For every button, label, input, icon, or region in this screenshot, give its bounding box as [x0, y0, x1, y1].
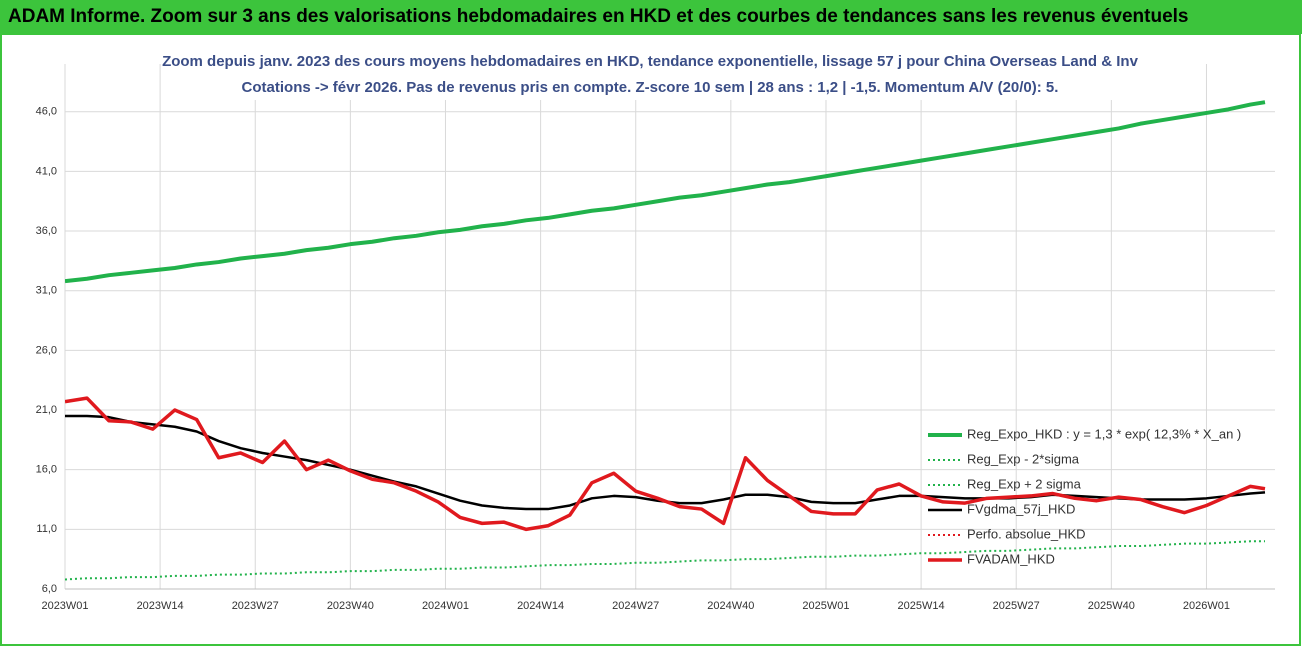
plot — [65, 100, 1266, 581]
legend: Reg_Expo_HKD : y = 1,3 * exp( 12,3% * X_… — [928, 426, 1241, 566]
legend-label: Reg_Exp - 2*sigma — [967, 451, 1080, 466]
x-tick-label: 2023W40 — [327, 600, 374, 612]
legend-label: Reg_Exp + 2 sigma — [967, 476, 1082, 491]
x-tick-label: 2023W01 — [41, 600, 88, 612]
legend-label: FVgdma_57j_HKD — [967, 501, 1075, 516]
x-tick-label: 2024W27 — [612, 600, 659, 612]
x-tick-label: 2025W01 — [802, 600, 849, 612]
y-tick-label: 6,0 — [42, 583, 57, 595]
y-tick-label: 11,0 — [36, 523, 57, 535]
y-tick-label: 26,0 — [36, 344, 57, 356]
x-tick-label: 2025W40 — [1088, 600, 1135, 612]
legend-label: Perfo. absolue_HKD — [967, 526, 1086, 541]
x-tick-label: 2024W40 — [707, 600, 754, 612]
x-tick-label: 2025W27 — [993, 600, 1040, 612]
y-tick-label: 16,0 — [36, 464, 57, 476]
chart-border — [0, 33, 1301, 646]
x-tick-label: 2025W14 — [898, 600, 945, 612]
chart-title: Zoom depuis janv. 2023 des cours moyens … — [162, 53, 1139, 70]
x-tick-label: 2024W01 — [422, 600, 469, 612]
y-tick-label: 41,0 — [36, 165, 57, 177]
grid: 6,0 11,0 16,0 21,0 26,0 31,0 36,0 41,0 46,0 2023W… — [36, 64, 1275, 612]
x-tick-label: 2026W01 — [1183, 600, 1230, 612]
x-tick-label: 2023W27 — [232, 600, 279, 612]
y-tick-label: 36,0 — [36, 225, 57, 237]
y-tick-label: 46,0 — [36, 106, 57, 118]
series-line — [65, 540, 1265, 581]
title-background — [175, 48, 1125, 100]
chart-subtitle: Cotations -> févr 2026. Pas de revenus p… — [242, 79, 1059, 96]
x-tick-label: 2023W14 — [137, 600, 184, 612]
header-title: ADAM Informe. Zoom sur 3 ans des valoris… — [0, 0, 1302, 34]
series-line — [65, 396, 1266, 532]
y-tick-label: 21,0 — [36, 404, 57, 416]
legend-label: Reg_Expo_HKD : y = 1,3 * exp( 12,3% * X_… — [967, 426, 1241, 441]
series-line — [65, 100, 1266, 284]
y-tick-label: 31,0 — [36, 285, 57, 297]
legend-label: FVADAM_HKD — [967, 551, 1055, 566]
x-tick-label: 2024W14 — [517, 600, 564, 612]
